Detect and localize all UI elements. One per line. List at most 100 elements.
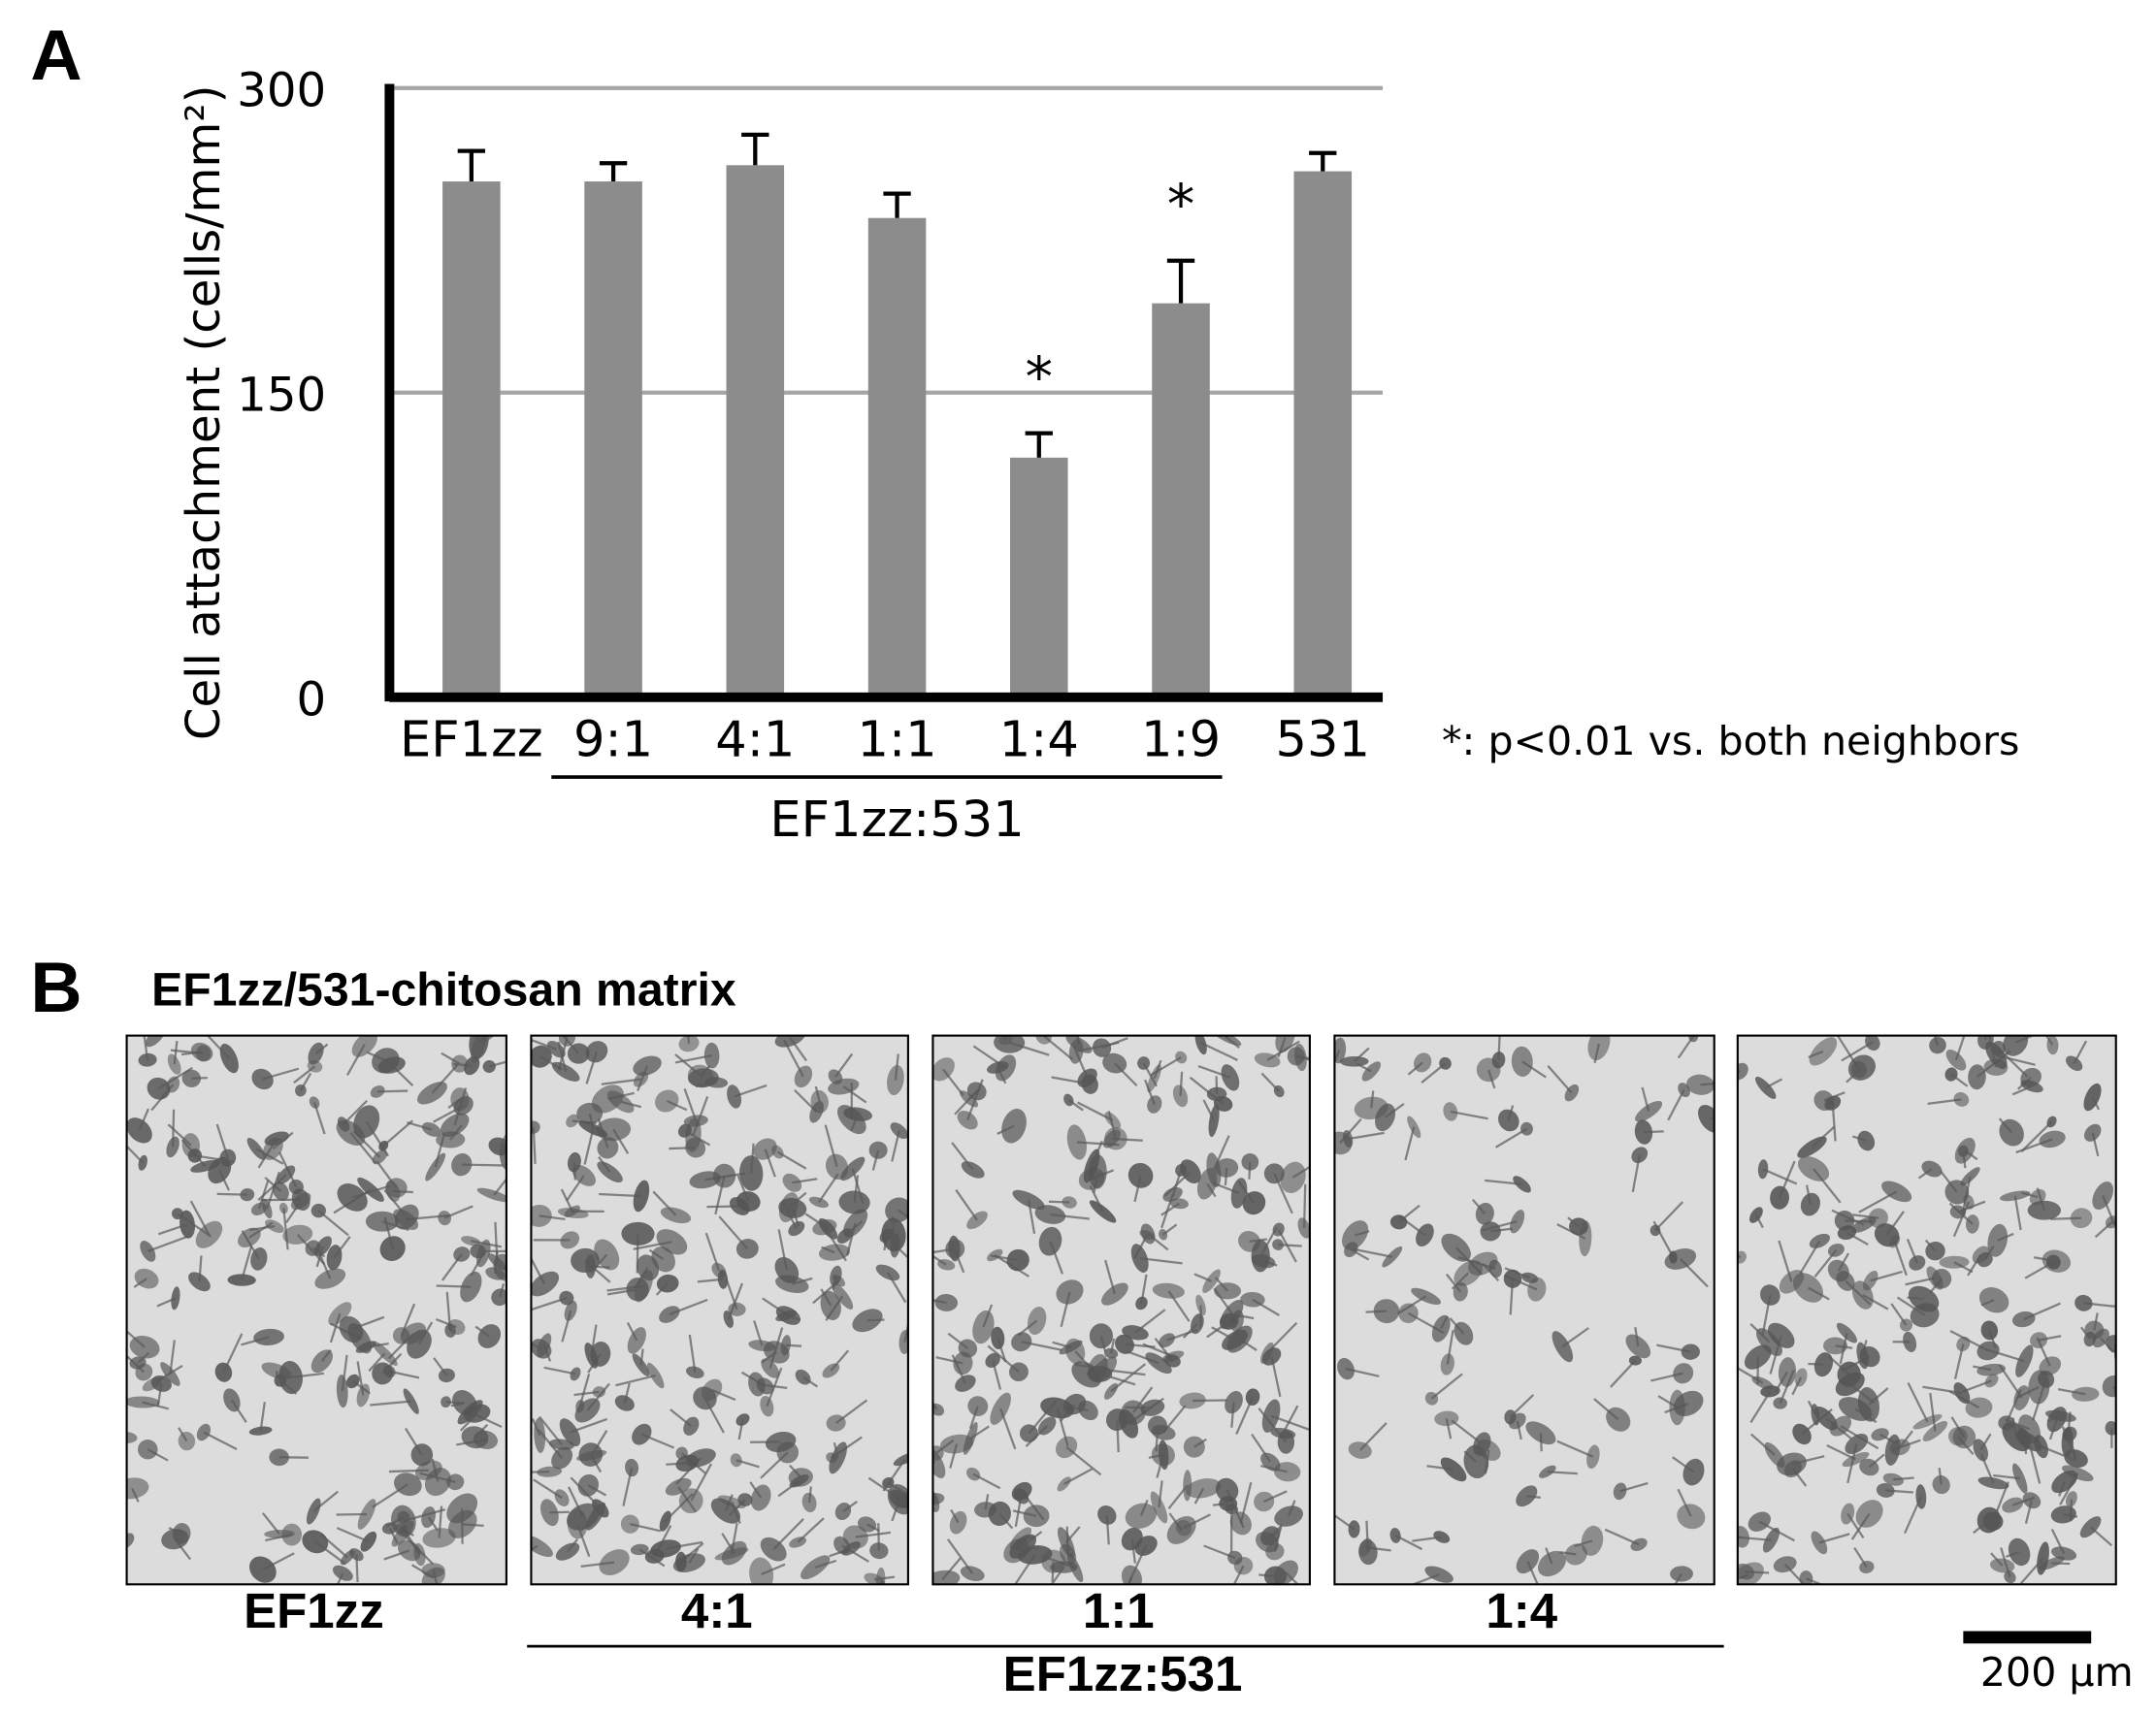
cell-process xyxy=(1049,1241,1064,1275)
y-axis-label: Cell attachment (cells/mm²) xyxy=(177,85,231,741)
cell-process xyxy=(2013,1195,2022,1231)
significance-marker: * xyxy=(1167,173,1194,237)
cell-process xyxy=(736,1175,750,1202)
cell-process xyxy=(1200,1041,1238,1061)
cell xyxy=(800,1555,831,1580)
cell-process xyxy=(1939,1170,1958,1193)
cell-process xyxy=(1885,1489,1913,1494)
cell-process xyxy=(341,1354,348,1392)
cell-process xyxy=(1111,1137,1143,1142)
cell-process xyxy=(998,1512,1014,1530)
cell-process xyxy=(2019,1557,2044,1585)
cell-process xyxy=(431,1064,459,1094)
cell-process xyxy=(1193,1487,1205,1505)
cell xyxy=(625,1458,639,1477)
cell-process xyxy=(449,1124,463,1141)
cell xyxy=(1210,1035,1242,1047)
cell-process xyxy=(1446,1330,1454,1365)
cell xyxy=(987,1248,1003,1262)
cell-process xyxy=(1109,1338,1116,1354)
cell-process xyxy=(1116,1419,1120,1453)
cell-process xyxy=(814,1085,821,1102)
cell xyxy=(788,1468,813,1487)
cell-process xyxy=(1765,1078,1782,1089)
cell-process xyxy=(1397,1204,1421,1223)
cell-process xyxy=(947,1332,969,1349)
cell xyxy=(1773,1397,1787,1409)
cell-process xyxy=(248,1221,274,1239)
cell-process xyxy=(1394,1534,1423,1551)
cell-process xyxy=(1950,1073,1969,1087)
cell-process xyxy=(1104,1259,1117,1295)
cell-process xyxy=(1967,1253,1982,1277)
cell xyxy=(290,1192,311,1211)
cell-process xyxy=(1654,1201,1684,1232)
cell-process xyxy=(1917,1168,1933,1180)
cell-process xyxy=(241,1246,253,1280)
cell-process xyxy=(1927,1098,1962,1105)
y-tick-label: 0 xyxy=(296,672,326,727)
cell-process xyxy=(842,1085,867,1104)
cell-process xyxy=(1370,1090,1375,1109)
cells xyxy=(932,1035,1310,1585)
cell-process xyxy=(494,1250,499,1275)
cell xyxy=(632,1423,652,1445)
cell-process xyxy=(2034,1256,2057,1263)
cell-process xyxy=(1737,1367,1764,1384)
cell xyxy=(987,1061,1009,1074)
cell-process xyxy=(640,1433,675,1449)
cell-process xyxy=(2041,1445,2077,1462)
cell-process xyxy=(877,1523,880,1551)
cell-process xyxy=(259,1402,266,1432)
cell-process xyxy=(1384,1102,1405,1118)
cell-process xyxy=(403,1508,446,1523)
cell-process xyxy=(853,1175,860,1203)
cell-process xyxy=(898,1209,908,1218)
cell-process xyxy=(1028,1399,1058,1435)
cell-process xyxy=(1270,1356,1282,1398)
cell-process xyxy=(669,1298,708,1316)
cell-process xyxy=(1811,1125,1836,1149)
cell-process xyxy=(532,1127,537,1164)
cell-process xyxy=(266,1171,280,1210)
cell-process xyxy=(1858,1190,1898,1213)
cell xyxy=(832,1282,854,1310)
cell-process xyxy=(797,1517,825,1543)
cell-process xyxy=(866,1318,885,1322)
cell-process xyxy=(1806,1577,1824,1585)
cell-process xyxy=(1091,1140,1103,1167)
panel-label: A xyxy=(30,15,82,95)
cell-process xyxy=(1021,1341,1063,1351)
cell-process xyxy=(1042,1035,1073,1061)
cell-process xyxy=(688,1547,700,1564)
cell-process xyxy=(1962,1379,1993,1393)
cell-process xyxy=(1737,1070,1741,1073)
cell-process xyxy=(652,1190,677,1216)
cell xyxy=(659,1306,680,1323)
cell-process xyxy=(1641,1086,1650,1112)
cell xyxy=(1407,1116,1421,1139)
cell-process xyxy=(216,1192,247,1196)
cell-process xyxy=(1547,1064,1573,1094)
cell-process xyxy=(1347,1131,1385,1141)
cell-process xyxy=(2093,1312,2099,1331)
cell xyxy=(372,1341,398,1366)
cell-process xyxy=(731,1501,741,1524)
cell-process xyxy=(935,1439,955,1454)
cell-process xyxy=(312,1102,326,1135)
cell-process xyxy=(388,1469,429,1473)
cell-process xyxy=(623,1382,631,1404)
cell-process xyxy=(333,1236,351,1258)
cell xyxy=(1341,1220,1369,1250)
cell-process xyxy=(735,1459,760,1469)
cell xyxy=(531,1535,553,1558)
cell-process xyxy=(1890,1303,1908,1326)
micrograph-label: 1:4 xyxy=(1486,1583,1557,1638)
cell-process xyxy=(612,1128,630,1154)
cell-process xyxy=(531,1342,542,1350)
cell-process xyxy=(427,1516,439,1532)
cell-process xyxy=(389,1370,420,1379)
cell-process xyxy=(1997,1232,2014,1242)
cell-process xyxy=(477,1035,495,1049)
cell-process xyxy=(1206,1182,1217,1198)
